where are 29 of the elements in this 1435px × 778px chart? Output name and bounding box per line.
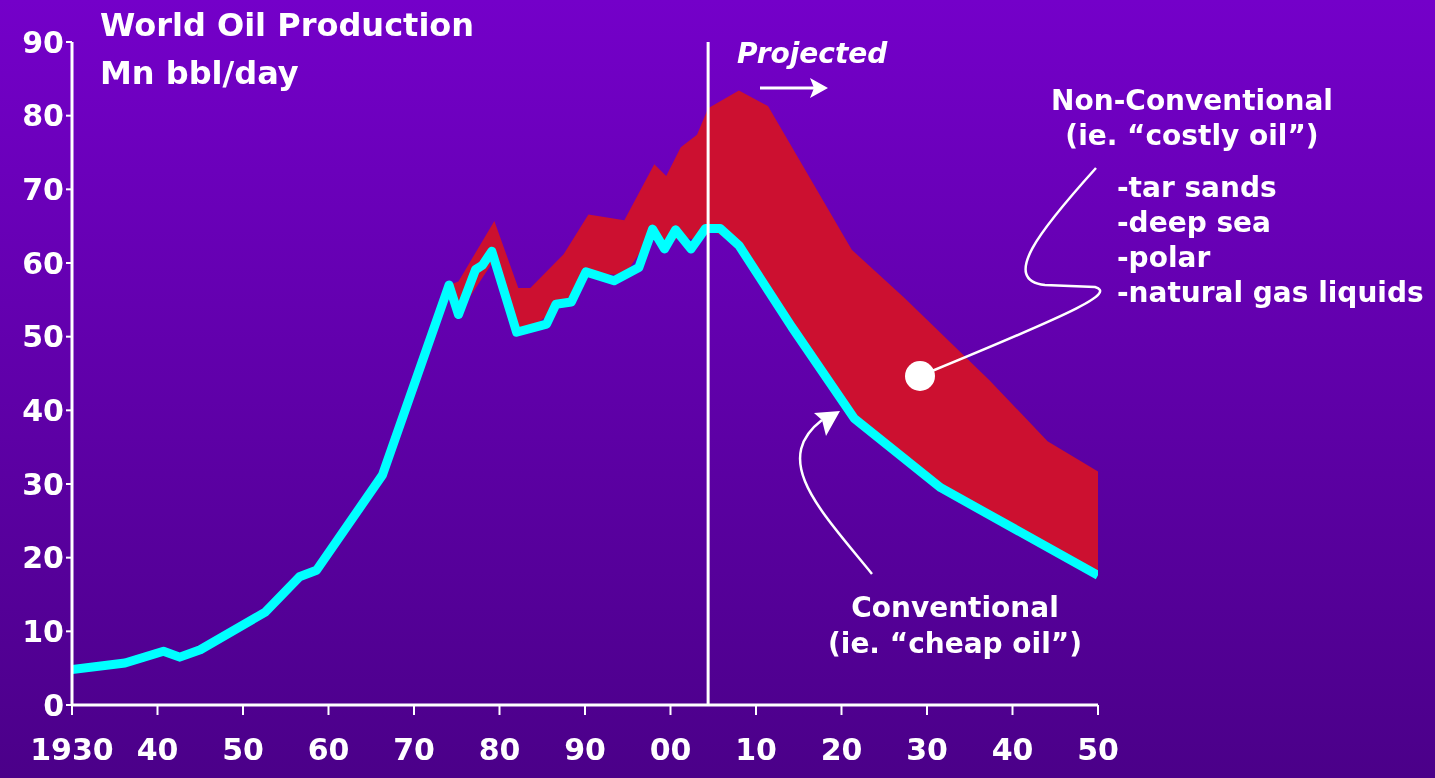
y-tick-label: 50: [22, 319, 64, 355]
x-tick-label: 60: [307, 732, 350, 768]
text: -tar sands -deep sea -polar -natural gas liquids: [1117, 171, 1424, 309]
y-tick-label: 20: [22, 540, 64, 576]
annotation: Conventional (ie. “cheap oil”): [827, 591, 1083, 660]
x-tick-label: 00: [649, 732, 692, 768]
x-tick-label: 70: [393, 732, 435, 768]
x-tick-label: 20: [820, 732, 863, 768]
y-axis-title: Mn bbl/day: [100, 54, 299, 92]
x-tick-label: 1930: [30, 732, 114, 768]
x-tick-label: 80: [478, 732, 521, 768]
y-tick-label: 90: [22, 24, 64, 60]
y-tick-label: 30: [22, 466, 64, 502]
annotation: Non-Conventional (ie. “costly oil”): [1051, 84, 1333, 152]
y-tick-label: 70: [22, 171, 64, 207]
y-tick-label: 60: [22, 245, 64, 281]
y-tick-label: 10: [22, 613, 64, 649]
x-tick-label: 40: [991, 732, 1034, 768]
y-tick-label: 40: [22, 392, 64, 428]
x-tick-label: 40: [136, 732, 179, 768]
y-tick-label: 80: [22, 98, 64, 134]
annotation: Projected: [737, 37, 889, 70]
y-tick-label: 0: [43, 687, 64, 723]
x-tick-label: 30: [906, 732, 948, 768]
chart-title: World Oil Production: [100, 6, 475, 44]
x-tick-label: 10: [735, 732, 777, 768]
x-tick-label: 50: [222, 732, 264, 768]
x-tick-label: 90: [564, 732, 606, 768]
x-tick-label: 50: [1077, 732, 1119, 768]
